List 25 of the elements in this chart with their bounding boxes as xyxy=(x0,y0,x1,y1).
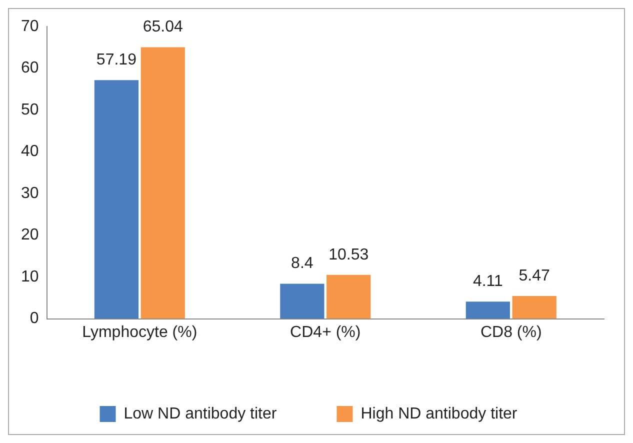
bar xyxy=(512,296,556,319)
bar xyxy=(140,47,185,319)
x-tick-label: CD4+ (%) xyxy=(290,324,361,341)
data-label: 65.04 xyxy=(142,18,183,36)
y-tick-label: 40 xyxy=(21,143,39,160)
y-tick-label: 0 xyxy=(30,310,39,328)
bar xyxy=(280,284,324,319)
y-tick-label: 20 xyxy=(21,226,39,244)
data-label: 4.11 xyxy=(472,273,503,290)
data-label: 8.4 xyxy=(291,255,314,272)
data-label: 57.19 xyxy=(96,51,137,68)
bar xyxy=(94,80,139,319)
y-tick-label: 70 xyxy=(21,18,39,36)
data-label: 10.53 xyxy=(328,246,369,264)
y-tick-label: 30 xyxy=(21,184,39,202)
legend-label: High ND antibody titer xyxy=(360,405,518,422)
bar xyxy=(466,302,510,319)
data-label: 5.47 xyxy=(518,267,550,284)
y-tick-label: 10 xyxy=(21,268,39,286)
y-tick-label: 60 xyxy=(21,60,39,77)
legend-label: Low ND antibody titer xyxy=(124,405,278,422)
y-tick-label: 50 xyxy=(21,101,39,118)
x-tick-label: CD8 (%) xyxy=(480,324,542,341)
bar xyxy=(326,274,371,319)
x-tick-label: Lymphocyte (%) xyxy=(82,324,198,341)
